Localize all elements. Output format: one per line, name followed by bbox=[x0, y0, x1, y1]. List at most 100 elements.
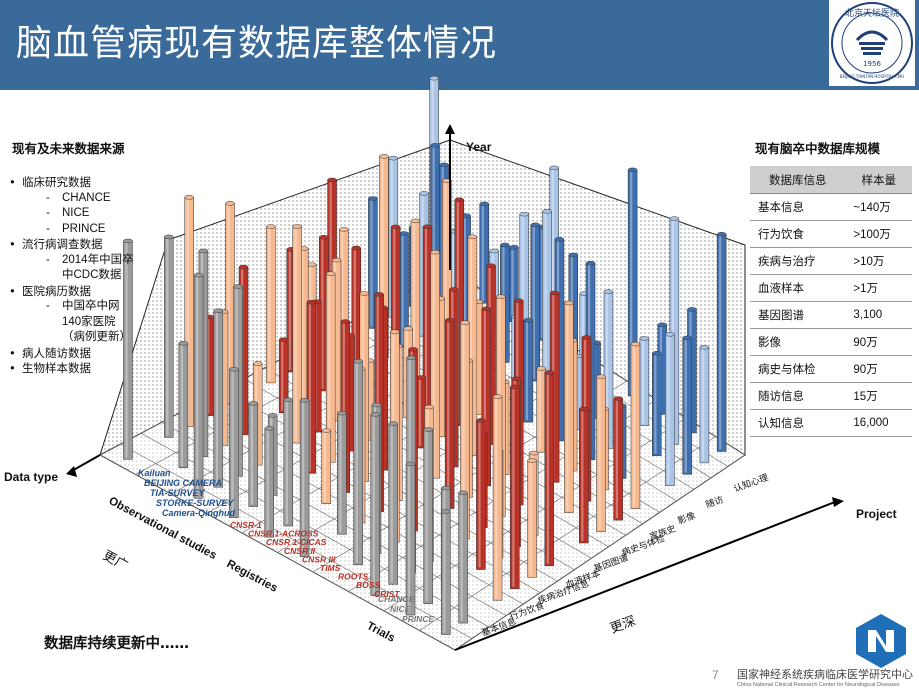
bar bbox=[388, 423, 398, 585]
bar-highlight bbox=[511, 249, 514, 320]
bar-top bbox=[340, 319, 350, 324]
center-logo-icon bbox=[856, 614, 906, 668]
bar-highlight bbox=[529, 462, 532, 576]
bar-highlight bbox=[294, 228, 297, 442]
bar-highlight bbox=[432, 254, 435, 477]
bar-top bbox=[439, 162, 449, 168]
bar-top bbox=[267, 413, 278, 418]
bar-top bbox=[523, 318, 534, 323]
observational-study-label: STORKE-SURVEY bbox=[156, 498, 234, 508]
bar-highlight bbox=[186, 199, 189, 425]
observational-study-label: BEIJING CAMERA bbox=[144, 478, 222, 488]
table-cell-count: >100万 bbox=[845, 220, 912, 248]
bar-highlight bbox=[268, 228, 271, 381]
bar-highlight bbox=[281, 341, 284, 411]
registry-label: CRIST bbox=[374, 589, 400, 599]
bar bbox=[458, 492, 468, 624]
bar-highlight bbox=[301, 250, 304, 400]
bar-top bbox=[390, 224, 401, 230]
project-axis bbox=[454, 499, 841, 651]
bar-highlight bbox=[447, 322, 450, 507]
data-source-subitem: 中国卒中网140家医院（病例更新） bbox=[12, 299, 134, 346]
data-source-item: 流行病调查数据 bbox=[9, 237, 172, 253]
org-name-cn: 国家神经系统疾病临床医学研究中心 bbox=[737, 668, 913, 681]
bar-top bbox=[399, 231, 409, 236]
bar bbox=[630, 343, 641, 509]
bar-top bbox=[252, 361, 263, 366]
bar-highlight bbox=[323, 432, 326, 502]
bar bbox=[229, 369, 239, 518]
bar-highlight bbox=[701, 349, 705, 461]
table-cell-count: 3,100 bbox=[845, 301, 912, 329]
table-cell-count: >10万 bbox=[845, 247, 912, 275]
bar-top bbox=[198, 248, 209, 254]
bar-top bbox=[233, 284, 243, 289]
bar-highlight bbox=[544, 213, 547, 409]
bar-top bbox=[388, 421, 398, 426]
bar-top bbox=[449, 287, 459, 292]
table-cell-count: >1万 bbox=[845, 274, 912, 302]
bar-highlight bbox=[615, 400, 618, 519]
bar bbox=[564, 302, 574, 513]
bar-top bbox=[374, 292, 384, 297]
logo-text-top: 北京天坛医院 bbox=[845, 7, 899, 19]
col-header-info: 数据库信息 bbox=[750, 166, 846, 194]
bar-top bbox=[321, 428, 331, 433]
bar-highlight bbox=[463, 217, 466, 383]
bar-top bbox=[264, 426, 274, 431]
bar-highlight bbox=[521, 216, 524, 350]
registry-label: ROOTS bbox=[338, 572, 369, 582]
bar bbox=[613, 398, 623, 521]
trial-label: NICE bbox=[390, 604, 411, 614]
bar bbox=[682, 337, 692, 475]
bar bbox=[353, 360, 363, 566]
project-label: 随访 bbox=[704, 493, 725, 510]
bar-top bbox=[410, 218, 421, 224]
bar-top bbox=[403, 326, 413, 331]
bar-top bbox=[492, 394, 503, 399]
table-row: 基本信息 ~140万 bbox=[750, 193, 912, 221]
bar-top bbox=[669, 216, 680, 221]
col-header-count: 样本量 bbox=[845, 166, 912, 194]
table-row: 疾病与治疗 >10万 bbox=[750, 247, 912, 275]
bar-highlight bbox=[227, 205, 230, 403]
bar bbox=[441, 511, 451, 635]
bar-top bbox=[229, 367, 239, 372]
bar bbox=[699, 346, 710, 464]
datatype-axis bbox=[69, 454, 101, 473]
bar-highlight bbox=[308, 304, 312, 472]
bar-top bbox=[581, 335, 592, 340]
bar-highlight bbox=[546, 374, 549, 564]
bar-highlight bbox=[339, 415, 342, 533]
logo-year: 1956 bbox=[863, 60, 881, 68]
table-cell-info: 疾病与治疗 bbox=[750, 247, 846, 275]
bar-top bbox=[542, 209, 552, 214]
bar bbox=[716, 234, 727, 452]
org-name-en: China National Clinical Research Center … bbox=[737, 682, 900, 688]
registry-label: BOSS bbox=[356, 580, 380, 590]
bar-highlight bbox=[424, 228, 428, 405]
bar-highlight bbox=[342, 323, 345, 491]
bar-top bbox=[511, 376, 521, 382]
data-source-subitem: 2014年中国卒中CDC数据 bbox=[12, 253, 134, 284]
bar-highlight bbox=[390, 425, 393, 583]
bar-top bbox=[225, 201, 235, 206]
bar-top bbox=[489, 248, 499, 254]
bar-highlight bbox=[328, 275, 331, 461]
bar-top bbox=[213, 308, 224, 313]
bar-top bbox=[530, 222, 540, 228]
bar bbox=[248, 403, 259, 507]
bar-highlight bbox=[532, 226, 535, 380]
data-source-item: 生物样本数据 bbox=[9, 361, 172, 377]
data-sources-panel: 现有及未来数据来源 临床研究数据CHANCENICEPRINCE流行病调查数据2… bbox=[9, 138, 172, 377]
bar-top bbox=[514, 298, 524, 303]
bar-top bbox=[568, 252, 578, 258]
bar-highlight bbox=[641, 340, 645, 424]
bar-top bbox=[496, 294, 506, 299]
bar-top bbox=[579, 406, 589, 412]
bar-highlight bbox=[353, 250, 356, 408]
bar-highlight bbox=[370, 200, 373, 327]
bar bbox=[370, 414, 380, 596]
bar-highlight bbox=[418, 379, 421, 446]
bar-highlight bbox=[483, 310, 486, 484]
